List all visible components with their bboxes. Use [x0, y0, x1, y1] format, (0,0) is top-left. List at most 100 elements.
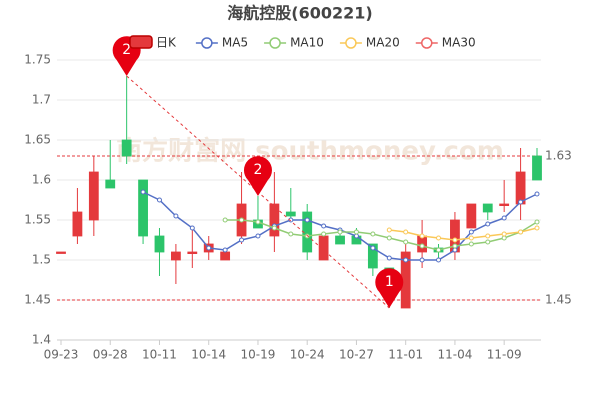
legend-label: MA30 — [442, 36, 476, 50]
ma-point — [288, 231, 294, 237]
ma-point — [518, 199, 524, 205]
candle-body — [367, 243, 378, 269]
candle-body — [482, 203, 493, 213]
legend-icon — [129, 35, 153, 49]
candle-body — [269, 203, 280, 237]
ma-point — [452, 243, 458, 249]
ma-point — [222, 247, 228, 253]
candle-body — [138, 179, 148, 237]
ma-point — [403, 229, 409, 235]
y-tick-label: 1.55 — [24, 213, 51, 227]
x-tick-label: 10-11 — [142, 348, 177, 362]
legend-label: MA10 — [290, 36, 324, 50]
ma-point — [468, 241, 474, 247]
ma-point — [436, 247, 442, 253]
legend-label: MA20 — [366, 36, 400, 50]
ma-point — [222, 217, 228, 223]
ma-point — [370, 245, 376, 251]
candle-body — [285, 211, 296, 217]
ma-point — [386, 235, 392, 241]
y-tick-label: 1.75 — [24, 53, 51, 67]
x-tick-label: 09-23 — [44, 348, 79, 362]
ma-point — [452, 237, 458, 243]
ma-point — [534, 219, 540, 225]
ma-point — [386, 227, 392, 233]
marker-label: 2 — [122, 42, 131, 58]
ma-point — [255, 219, 261, 225]
candle-body — [154, 235, 165, 253]
legend-dot — [345, 37, 357, 49]
x-tick-label: 11-04 — [437, 348, 472, 362]
ma-point — [353, 233, 359, 239]
ma-point — [239, 217, 245, 223]
ma-line — [389, 227, 538, 241]
ma-point — [436, 235, 442, 241]
ma-point — [386, 255, 392, 261]
ma-point — [436, 257, 442, 263]
ma-point — [501, 215, 507, 221]
ma-point — [239, 237, 245, 243]
ma-point — [419, 257, 425, 263]
ma-line — [142, 191, 538, 261]
reference-label: 1.45 — [545, 293, 572, 307]
ma-point — [321, 231, 327, 237]
x-tick-label: 09-28 — [93, 348, 128, 362]
candle-body — [532, 155, 542, 181]
candle-body — [515, 171, 526, 205]
candle-body — [318, 235, 329, 261]
ma-point — [353, 229, 359, 235]
ma-point — [501, 231, 507, 237]
ma-point — [485, 239, 491, 245]
ma-point — [173, 213, 179, 219]
legend-label: MA5 — [222, 36, 248, 50]
watermark: 南方财富网 southmoney.com — [116, 136, 504, 167]
ma-line — [225, 219, 538, 251]
y-tick-label: 1.5 — [32, 253, 51, 267]
candle-body — [88, 171, 99, 221]
ma-point — [255, 233, 261, 239]
marker-pin — [375, 268, 404, 308]
ma-point — [156, 197, 162, 203]
x-tick-label: 10-24 — [290, 348, 325, 362]
ma-point — [337, 229, 343, 235]
ma-point — [206, 245, 212, 251]
marker-pin — [243, 156, 272, 196]
y-tick-label: 1.45 — [24, 293, 51, 307]
ma-point — [468, 235, 474, 241]
legend-dot — [421, 37, 433, 49]
chart-title: 海航控股(600221) — [227, 4, 372, 23]
ma-point — [419, 233, 425, 239]
ma-point — [140, 189, 146, 195]
ma-point — [518, 229, 524, 235]
y-tick-label: 1.65 — [24, 133, 51, 147]
ma-point — [271, 225, 277, 231]
legend-dot — [201, 37, 213, 49]
y-tick-label: 1.7 — [32, 93, 51, 107]
legend-dot — [269, 37, 281, 49]
ma-point — [501, 235, 507, 241]
legend-label: 日K — [156, 36, 177, 50]
ma-point — [321, 223, 327, 229]
x-tick-label: 11-09 — [487, 348, 522, 362]
candle-body — [499, 203, 510, 206]
ma-point — [370, 231, 376, 237]
x-tick-label: 10-27 — [339, 348, 374, 362]
ma-point — [485, 233, 491, 239]
x-tick-label: 11-01 — [388, 348, 423, 362]
reference-label: 1.63 — [545, 149, 572, 163]
candle-body — [187, 251, 198, 254]
candle-body — [56, 251, 66, 254]
ma-point — [288, 217, 294, 223]
x-tick-label: 10-14 — [191, 348, 226, 362]
ma-point — [534, 225, 540, 231]
candle-body — [466, 203, 477, 229]
ma-point — [468, 229, 474, 235]
ma-point — [534, 191, 540, 197]
ma-point — [485, 221, 491, 227]
candle-body — [170, 251, 181, 261]
x-tick-label: 10-19 — [241, 348, 276, 362]
candle-body — [105, 179, 116, 189]
marker-label: 1 — [385, 274, 394, 290]
candle-body — [220, 251, 231, 261]
